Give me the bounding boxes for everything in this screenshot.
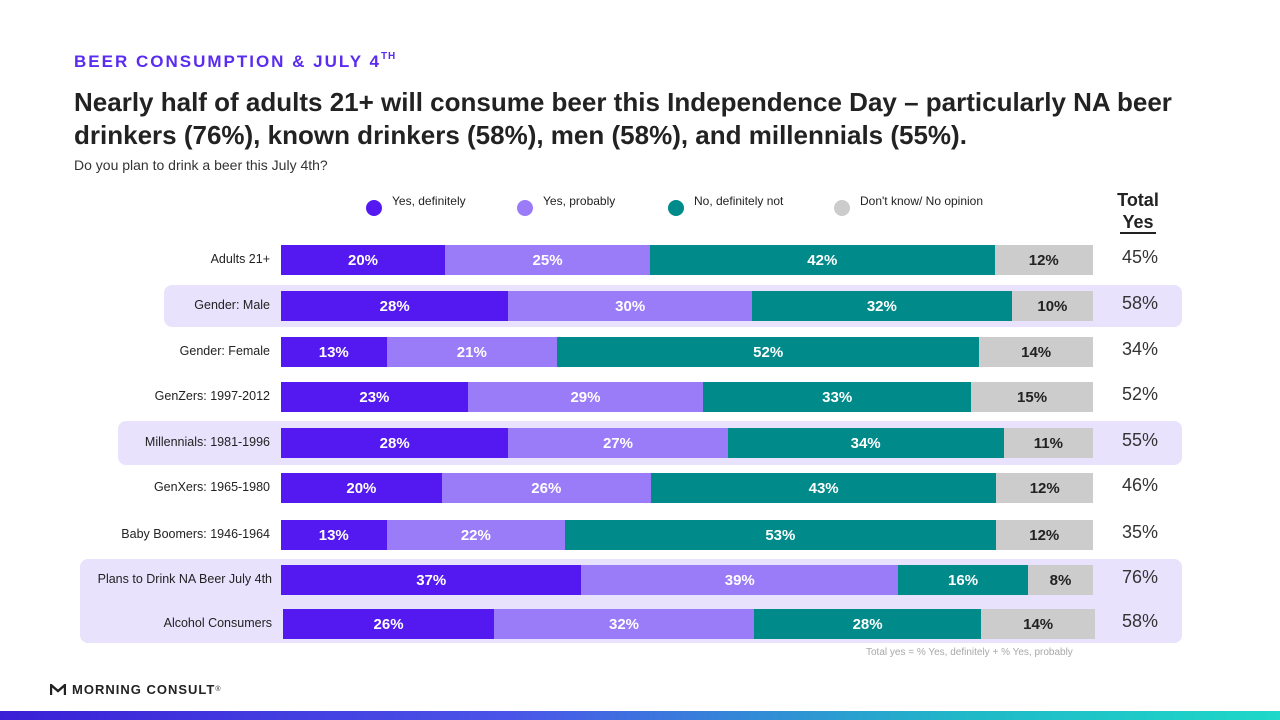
footer-gradient-bar <box>0 711 1280 720</box>
bar-segment-dont-know: 12% <box>994 245 1093 275</box>
row-label: Gender: Female <box>179 344 270 358</box>
bar-segment-no-definitely-not: 53% <box>565 520 996 550</box>
total-yes-value: 58% <box>1121 611 1159 631</box>
bar-segment-no-definitely-not: 28% <box>753 609 982 639</box>
bar-segment-yes-probably: 26% <box>441 473 651 503</box>
legend-swatch-yes-probably <box>517 200 533 216</box>
row-label: Millennials: 1981-1996 <box>144 435 270 449</box>
stacked-bar: 13% 22% 53% 12% <box>281 520 1093 550</box>
legend-label-yes-probably: Yes, probably <box>543 194 616 208</box>
row-label: Gender: Male <box>194 298 270 312</box>
bar-segment-dont-know: 15% <box>971 382 1093 412</box>
question-subtitle: Do you plan to drink a beer this July 4t… <box>74 157 328 173</box>
legend-item-yes-definitely: Yes, definitely <box>366 194 466 216</box>
legend-item-no-definitely-not: No, definitely not <box>668 194 783 216</box>
bar-segment-dont-know: 10% <box>1011 291 1093 321</box>
bar-segment-dont-know: 14% <box>981 609 1095 639</box>
stacked-bar: 20% 26% 43% 12% <box>281 473 1093 503</box>
bar-segment-yes-probably: 29% <box>467 382 704 412</box>
total-yes-value: 34% <box>1121 339 1159 359</box>
stacked-bar: 13% 21% 52% 14% <box>281 337 1093 367</box>
bar-segment-yes-probably: 27% <box>508 428 728 458</box>
row-label: Alcohol Consumers <box>163 616 272 630</box>
bar-segment-yes-probably: 39% <box>581 565 899 595</box>
legend-item-dont-know: Don't know/ No opinion <box>834 194 983 216</box>
bar-segment-yes-definitely: 13% <box>281 520 387 550</box>
bar-segment-yes-definitely: 37% <box>281 565 582 595</box>
bar-segment-yes-definitely: 28% <box>281 428 509 458</box>
row-label: GenZers: 1997-2012 <box>154 389 270 403</box>
headline: Nearly half of adults 21+ will consume b… <box>74 87 1172 150</box>
stacked-bar: 23% 29% 33% 15% <box>281 382 1093 412</box>
bar-segment-yes-definitely: 20% <box>281 473 442 503</box>
bar-segment-yes-probably: 22% <box>386 520 566 550</box>
row-label: Baby Boomers: 1946-1964 <box>121 527 270 541</box>
total-yes-value: 45% <box>1121 247 1159 267</box>
stacked-bar: 28% 27% 34% 11% <box>281 428 1093 458</box>
bar-segment-yes-probably: 25% <box>445 245 651 275</box>
chart-legend: Yes, definitely Yes, probably No, definite… <box>0 194 1280 218</box>
stacked-bar: 20% 25% 42% 12% <box>281 245 1093 275</box>
bar-segment-yes-probably: 32% <box>494 609 754 639</box>
row-label: Adults 21+ <box>210 252 270 266</box>
bar-segment-yes-probably: 21% <box>386 337 558 367</box>
bar-segment-dont-know: 8% <box>1028 565 1093 595</box>
legend-label-dont-know: Don't know/ No opinion <box>860 194 984 208</box>
bar-segment-no-definitely-not: 16% <box>898 565 1029 595</box>
total-yes-value: 76% <box>1121 567 1159 587</box>
legend-swatch-yes-definitely <box>366 200 382 216</box>
total-yes-value: 46% <box>1121 475 1159 495</box>
total-yes-value: 58% <box>1121 293 1159 313</box>
bar-segment-yes-definitely: 13% <box>281 337 387 367</box>
stacked-bar: 26% 32% 28% 14% <box>283 609 1095 639</box>
bar-segment-yes-definitely: 23% <box>281 382 468 412</box>
bar-segment-dont-know: 14% <box>979 337 1093 367</box>
stacked-bar: 28% 30% 32% 10% <box>281 291 1093 321</box>
row-label: GenXers: 1965-1980 <box>153 480 270 494</box>
bar-segment-yes-definitely: 28% <box>281 291 509 321</box>
bar-segment-no-definitely-not: 42% <box>650 245 995 275</box>
total-yes-value: 52% <box>1121 384 1159 404</box>
bar-segment-no-definitely-not: 34% <box>727 428 1004 458</box>
footnote: Total yes = % Yes, definitely + % Yes, p… <box>866 647 1073 658</box>
bar-segment-dont-know: 12% <box>995 520 1093 550</box>
row-label: Plans to Drink NA Beer July 4th <box>97 572 272 586</box>
bar-segment-no-definitely-not: 32% <box>751 291 1012 321</box>
total-yes-value: 35% <box>1121 522 1159 542</box>
legend-label-no-definitely-not: No, definitely not <box>694 194 784 208</box>
legend-label-yes-definitely: Yes, definitely <box>392 194 466 208</box>
bar-segment-no-definitely-not: 52% <box>557 337 980 367</box>
total-yes-value: 55% <box>1121 430 1159 450</box>
bar-segment-no-definitely-not: 43% <box>650 473 997 503</box>
legend-swatch-dont-know <box>834 200 850 216</box>
bar-segment-dont-know: 11% <box>1003 428 1093 458</box>
legend-item-yes-probably: Yes, probably <box>517 194 615 216</box>
bar-segment-dont-know: 12% <box>996 473 1093 503</box>
legend-swatch-no-definitely-not <box>668 200 684 216</box>
bar-segment-no-definitely-not: 33% <box>703 382 972 412</box>
total-yes-header: Total Yes <box>1117 190 1159 234</box>
morning-consult-logo: MORNING CONSULT ® <box>50 682 221 697</box>
bar-segment-yes-definitely: 26% <box>283 609 495 639</box>
logo-mark-icon <box>50 683 66 695</box>
bar-segment-yes-probably: 30% <box>508 291 752 321</box>
eyebrow-title: BEER CONSUMPTION & JULY 4TH <box>74 51 397 71</box>
stacked-bar: 37% 39% 16% 8% <box>281 565 1093 595</box>
bar-segment-yes-definitely: 20% <box>281 245 446 275</box>
